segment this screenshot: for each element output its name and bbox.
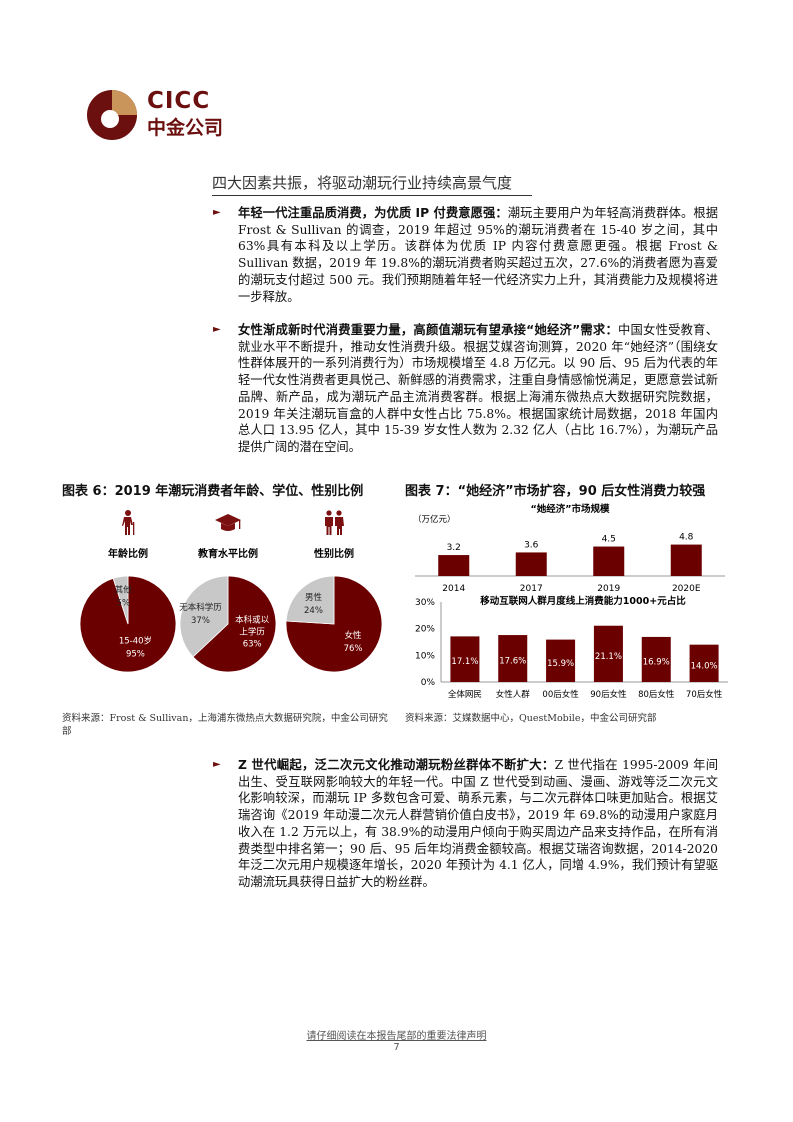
pie-chart-0: 年龄比例 15-40岁 95% 其他 5% bbox=[79, 510, 177, 673]
bar-value-label: 3.6 bbox=[524, 540, 539, 550]
consumption-bar-chart: 移动互联网人群月度线上消费能力1000+元占比 0% 10% 20% 30% 17.1% 全… bbox=[415, 595, 728, 700]
figure7-source: 资料来源：艾媒数据中心，QuestMobile，中金公司研究部 bbox=[405, 713, 657, 724]
pie-slice-value: 95% bbox=[126, 650, 145, 660]
y-tick-label: 20% bbox=[415, 625, 435, 635]
bar-value-label: 14.0% bbox=[691, 661, 718, 671]
x-tick-label: 2017 bbox=[520, 584, 543, 594]
chart-title: 移动互联网人群月度线上消费能力1000+元占比 bbox=[480, 595, 686, 607]
pie-slice-label: 本科或以 bbox=[235, 615, 270, 626]
pie-slice bbox=[179, 575, 229, 658]
x-tick-label: 00后女性 bbox=[542, 689, 579, 700]
x-tick-label: 90后女性 bbox=[590, 689, 627, 700]
bar-value-label: 16.9% bbox=[643, 657, 670, 667]
bullet-body: 中国女性受教育、就业水平不断提升，推动女性消费升级。根据艾媒咨询测算，2020 … bbox=[238, 323, 718, 454]
bar bbox=[450, 636, 480, 682]
x-tick-label: 80后女性 bbox=[638, 689, 675, 700]
bar-value-label: 15.9% bbox=[547, 659, 574, 669]
logo-text-cn: 中金公司 bbox=[147, 117, 224, 139]
x-tick-label: 2020E bbox=[672, 584, 701, 594]
bullet-body: Z 世代指在 1995-2009 年间出生、受互联网影响较大的年轻一代。中国 Z… bbox=[238, 758, 718, 889]
page-footer: 请仔细阅读在本报告尾部的重要法律声明 7 bbox=[0, 1027, 793, 1053]
x-tick-label: 2014 bbox=[442, 584, 465, 594]
y-tick-label: 30% bbox=[415, 598, 435, 608]
pie-slice-value: 37% bbox=[191, 616, 210, 626]
pie-slice-value: 5% bbox=[117, 598, 131, 608]
bar bbox=[670, 544, 702, 576]
bar bbox=[593, 546, 625, 576]
pie-slice bbox=[285, 575, 335, 625]
bar bbox=[546, 639, 576, 682]
bullet-paragraph: ► Z 世代崛起，泛二次元文化推动潮玩粉丝群体不断扩大：Z 世代指在 1995-… bbox=[213, 757, 718, 891]
section-title: 四大因素共振，将驱动潮玩行业持续高景气度 bbox=[212, 172, 532, 196]
bar bbox=[689, 644, 719, 682]
pie-slice-label: 女性 bbox=[345, 630, 363, 641]
bar bbox=[438, 555, 470, 576]
bar bbox=[641, 636, 671, 682]
pie-title: 年龄比例 bbox=[108, 547, 148, 560]
bullet-arrow-icon: ► bbox=[213, 324, 221, 335]
chart-title: “她经济”市场规模 bbox=[531, 503, 610, 515]
figure6-source: 资料来源：Frost & Sullivan，上海浦东微热点大数据研究院，中金公司… bbox=[62, 713, 388, 737]
x-tick-label: 女性人群 bbox=[496, 689, 531, 700]
figure7-title: 图表 7：“她经济”市场扩容，90 后女性消费力较强 bbox=[405, 484, 706, 499]
pie-title: 教育水平比例 bbox=[197, 547, 258, 560]
graduation-cap-icon bbox=[215, 514, 241, 531]
bullet-arrow-icon: ► bbox=[213, 207, 221, 218]
pie-slice bbox=[112, 575, 129, 625]
bar-value-label: 17.6% bbox=[499, 657, 526, 667]
pie-slice-label: 无本科学历 bbox=[179, 602, 222, 613]
bullet-body: 潮玩主要用户为年轻高消费群体。根据 Frost & Sullivan 的调查，2… bbox=[238, 206, 718, 304]
bullet-paragraph: ► 女性渐成新时代消费重要力量，高颜值潮玩有望承接“她经济”需求：中国女性受教育… bbox=[213, 322, 718, 456]
legal-disclaimer-link[interactable]: 请仔细阅读在本报告尾部的重要法律声明 bbox=[306, 1031, 487, 1042]
logo-text-en: CICC bbox=[147, 88, 211, 114]
x-tick-label: 全体网民 bbox=[448, 689, 482, 700]
bar-value-label: 17.1% bbox=[451, 657, 478, 667]
pie-slice-value: 63% bbox=[243, 640, 262, 650]
bar bbox=[593, 625, 623, 682]
bar-value-label: 21.1% bbox=[595, 652, 622, 662]
bar-value-label: 4.5 bbox=[602, 535, 616, 545]
bullet-lead: 年轻一代注重品质消费，为优质 IP 付费意愿强： bbox=[238, 206, 508, 220]
pie-slice bbox=[192, 575, 277, 673]
y-unit-label: （万亿元） bbox=[413, 514, 456, 525]
figure7-bar-charts: “她经济”市场规模 （万亿元） 3.2 2014 3.6 2017 4.5 2019 4.8 20… bbox=[413, 503, 728, 700]
pie-title: 性别比例 bbox=[313, 547, 354, 560]
page-number: 7 bbox=[393, 1042, 400, 1053]
pie-slice-label: 15-40岁 bbox=[119, 636, 152, 647]
pie-slice-value: 24% bbox=[304, 606, 323, 616]
bullet-lead: 女性渐成新时代消费重要力量，高颜值潮玩有望承接“她经济”需求： bbox=[238, 323, 618, 337]
y-tick-label: 10% bbox=[415, 651, 435, 661]
x-tick-label: 2019 bbox=[597, 584, 620, 594]
pie-slice-label: 其他 bbox=[115, 584, 133, 595]
market-size-bar-chart: “她经济”市场规模 （万亿元） 3.2 2014 3.6 2017 4.5 2019 4.8 20… bbox=[413, 503, 725, 594]
y-tick-label: 0% bbox=[421, 678, 436, 688]
x-tick-label: 70后女性 bbox=[686, 689, 723, 700]
elderly-person-icon bbox=[122, 510, 135, 535]
bar bbox=[498, 635, 528, 682]
pie-slice-label: 上学历 bbox=[239, 627, 265, 638]
cicc-logo-icon bbox=[87, 90, 137, 140]
bar-value-label: 4.8 bbox=[679, 533, 694, 543]
figure6-title: 图表 6：2019 年潮玩消费者年龄、学位、性别比例 bbox=[62, 484, 364, 499]
bullet-paragraph: ► 年轻一代注重品质消费，为优质 IP 付费意愿强：潮玩主要用户为年轻高消费群体… bbox=[213, 205, 718, 305]
pie-slice-label: 男性 bbox=[305, 592, 323, 603]
bullet-arrow-icon: ► bbox=[213, 759, 221, 770]
bar-value-label: 3.2 bbox=[447, 543, 461, 553]
bullet-lead: Z 世代崛起，泛二次元文化推动潮玩粉丝群体不断扩大： bbox=[238, 758, 555, 772]
pie-slice-value: 76% bbox=[344, 644, 363, 654]
couple-icon bbox=[325, 510, 344, 535]
bar bbox=[515, 552, 547, 576]
